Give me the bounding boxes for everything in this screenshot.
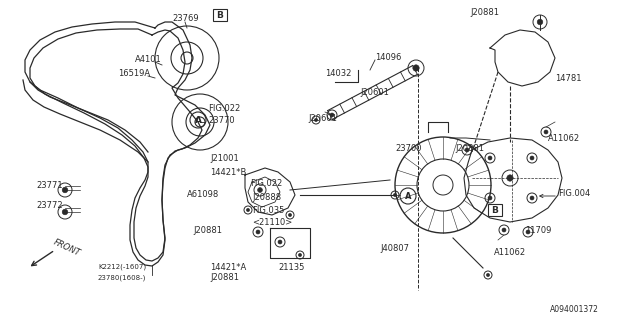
Text: 23772: 23772 [36, 201, 63, 210]
Circle shape [530, 156, 534, 160]
Circle shape [526, 230, 530, 234]
Circle shape [530, 196, 534, 200]
Circle shape [62, 187, 68, 193]
Text: 14421*A: 14421*A [210, 262, 246, 271]
Circle shape [544, 130, 548, 134]
Circle shape [289, 213, 292, 217]
Text: 14096: 14096 [375, 52, 401, 61]
Text: 14781: 14781 [555, 74, 582, 83]
Text: 16519A: 16519A [118, 68, 150, 77]
Text: J20601: J20601 [308, 114, 337, 123]
Text: A: A [404, 191, 412, 201]
Text: FIG.022: FIG.022 [250, 179, 282, 188]
Text: 23770: 23770 [208, 116, 235, 124]
Circle shape [62, 209, 68, 215]
Circle shape [486, 273, 490, 276]
Text: J21001: J21001 [210, 154, 239, 163]
Text: J20881: J20881 [210, 274, 239, 283]
Text: FIG.035: FIG.035 [252, 205, 284, 214]
Circle shape [298, 253, 301, 257]
Text: A11062: A11062 [494, 247, 526, 257]
Text: 21135: 21135 [278, 262, 305, 271]
Text: 23769: 23769 [172, 13, 198, 22]
Text: <21110>: <21110> [252, 218, 292, 227]
Circle shape [413, 65, 419, 71]
Circle shape [256, 230, 260, 234]
Text: FIG.022: FIG.022 [208, 103, 240, 113]
Text: J40807: J40807 [380, 244, 409, 252]
Text: J20881: J20881 [470, 7, 499, 17]
Text: FIG.004: FIG.004 [558, 188, 590, 197]
Circle shape [330, 113, 334, 117]
Text: B: B [216, 11, 223, 20]
Text: A61098: A61098 [187, 189, 220, 198]
Text: A094001372: A094001372 [550, 306, 599, 315]
Text: J20881: J20881 [193, 226, 222, 235]
Text: A11062: A11062 [548, 133, 580, 142]
Circle shape [465, 148, 469, 152]
Text: J20888: J20888 [252, 193, 281, 202]
Circle shape [488, 156, 492, 160]
Circle shape [537, 19, 543, 25]
Text: J20601: J20601 [360, 87, 389, 97]
Circle shape [507, 175, 513, 181]
Text: 14032: 14032 [325, 68, 351, 77]
Text: A4101: A4101 [135, 54, 162, 63]
Circle shape [314, 118, 317, 122]
Text: 23780(1608-): 23780(1608-) [98, 275, 147, 281]
Text: 14421*B: 14421*B [210, 167, 246, 177]
Circle shape [502, 228, 506, 232]
Text: J20881: J20881 [455, 143, 484, 153]
Text: K2212(-1607): K2212(-1607) [98, 264, 146, 270]
Text: B: B [492, 205, 499, 214]
Circle shape [394, 193, 397, 196]
Text: 11709: 11709 [525, 226, 552, 235]
Circle shape [278, 240, 282, 244]
Circle shape [258, 188, 262, 192]
Circle shape [488, 196, 492, 200]
Text: FRONT: FRONT [52, 238, 82, 258]
Text: 23700: 23700 [395, 143, 422, 153]
Text: 23771: 23771 [36, 180, 63, 189]
Text: A: A [195, 116, 202, 124]
Circle shape [246, 208, 250, 212]
